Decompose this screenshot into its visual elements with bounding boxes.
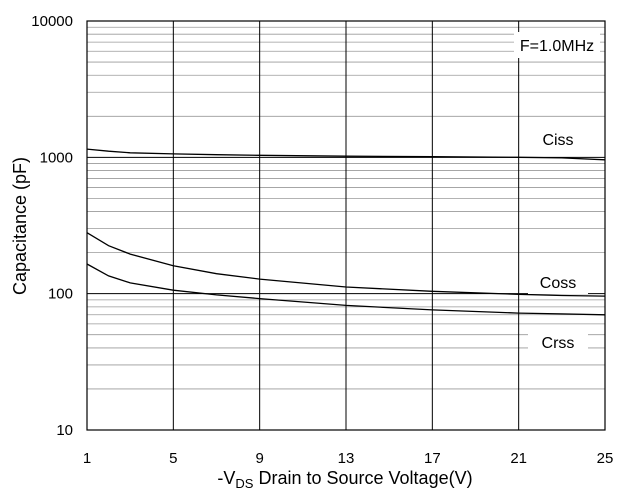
plot-frame	[86, 20, 606, 431]
y-tick-label: 1000	[40, 149, 73, 166]
x-tick-label: 5	[169, 450, 177, 467]
x-axis-title-subscript: DS	[235, 476, 253, 488]
series-lines	[86, 148, 606, 316]
y-tick-label: 10000	[31, 13, 73, 30]
series-line-coss	[86, 232, 606, 297]
x-axis-title: -VDS Drain to Source Voltage(V)	[217, 468, 472, 488]
x-tick-label: 13	[338, 450, 355, 467]
x-tick-label: 9	[255, 450, 263, 467]
x-tick-label: 17	[424, 450, 441, 467]
x-axis-title-prefix: -V	[217, 468, 235, 488]
y-tick-label: 100	[48, 286, 73, 303]
series-label-coss: Coss	[540, 275, 576, 292]
x-tick-label: 21	[510, 450, 527, 467]
x-axis-title-suffix: Drain to Source Voltage(V)	[253, 468, 472, 488]
series-label-crss: Crss	[542, 335, 575, 352]
series-line-ciss	[86, 148, 606, 161]
frequency-annotation: F=1.0MHz	[520, 38, 594, 55]
x-tick-labels: 1 5 9 13 17 21 25	[83, 450, 614, 467]
series-label-ciss: Ciss	[542, 132, 573, 149]
y-axis-title: Capacitance (pF)	[10, 157, 30, 295]
x-tick-label: 1	[83, 450, 91, 467]
y-tick-label: 10	[56, 422, 73, 439]
y-tick-labels: 10 100 1000 10000	[31, 13, 73, 439]
major-gridlines	[86, 20, 606, 431]
x-tick-label: 25	[597, 450, 614, 467]
series-line-crss	[86, 263, 606, 316]
